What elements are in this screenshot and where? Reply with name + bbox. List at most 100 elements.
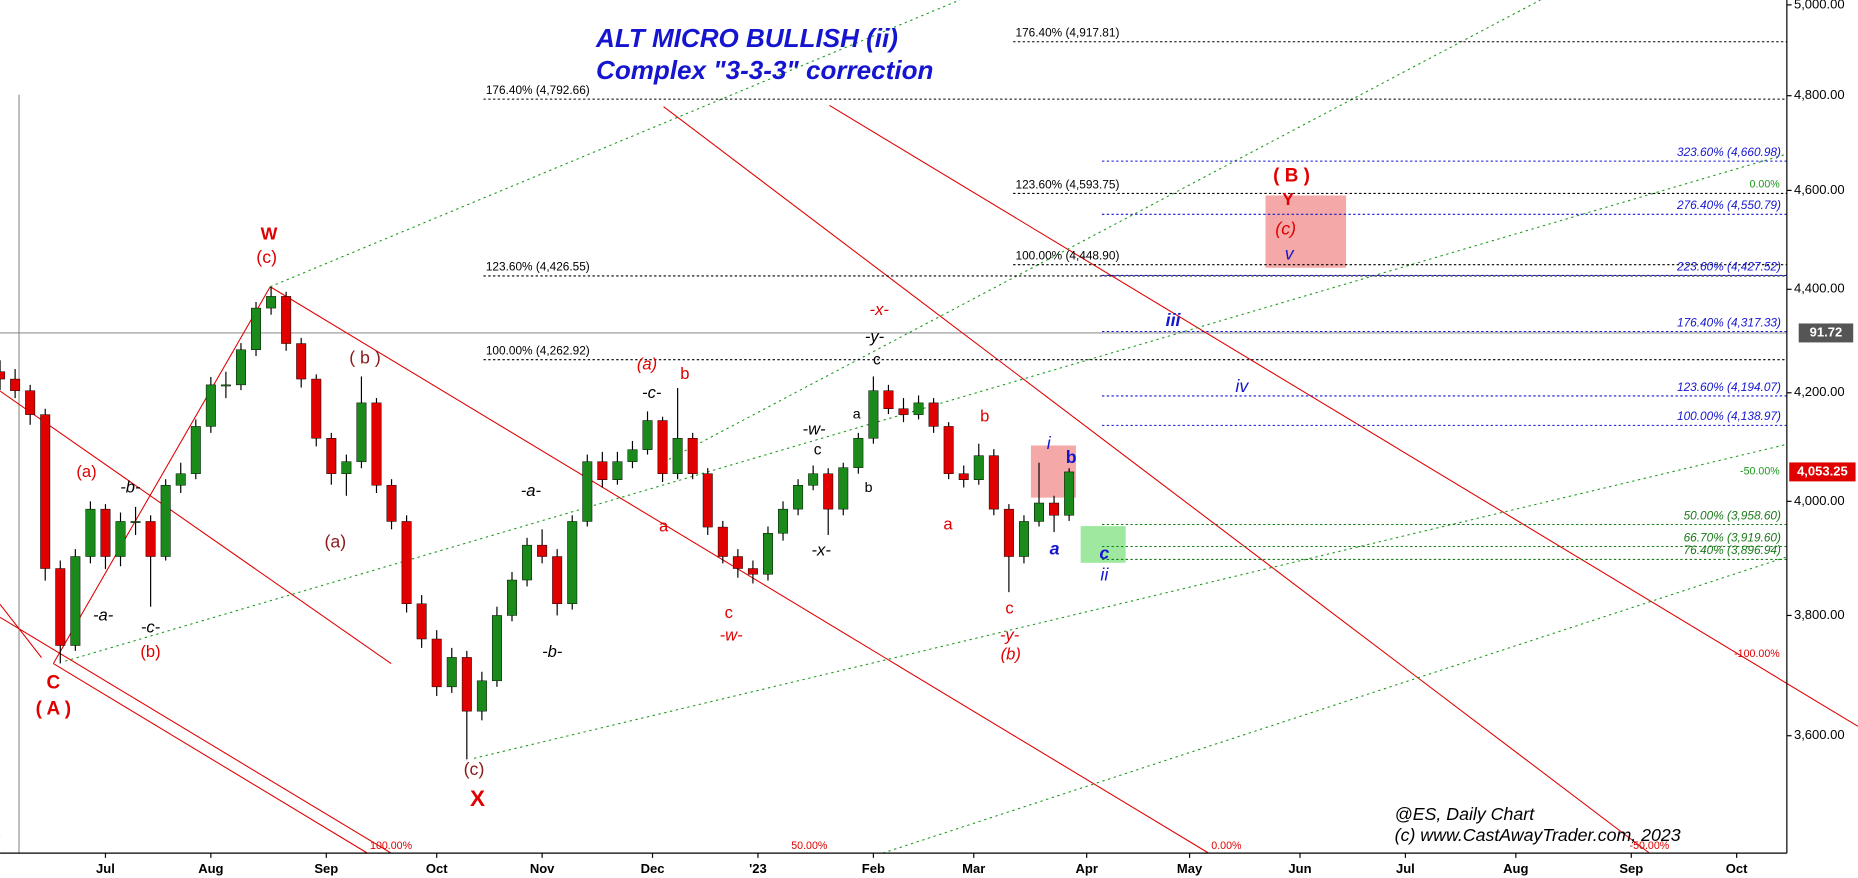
fib-label: 323.60% (4,660.98): [1677, 145, 1781, 159]
y-tick-label: 3,600.00: [1794, 727, 1845, 742]
wave-label: (b): [140, 642, 160, 661]
candle-body: [491, 615, 502, 682]
candle-body: [85, 508, 96, 557]
channel-line: [269, 0, 961, 288]
x-tick-label: Jul: [96, 861, 115, 876]
candle-body: [537, 544, 548, 557]
candle-body: [808, 473, 819, 486]
x-tick-label: Sep: [314, 861, 338, 876]
wave-label: -a-: [93, 606, 114, 625]
candle-body: [326, 438, 337, 474]
candle-body: [672, 438, 683, 474]
last-price-label: 4,053.25: [1797, 463, 1848, 478]
candle-body: [281, 296, 292, 344]
channel-label: -50.00%: [1630, 840, 1670, 852]
candle-body: [1003, 508, 1014, 557]
wave-label: i: [1047, 433, 1052, 453]
candle-body: [25, 390, 36, 415]
candle-body: [220, 384, 231, 387]
candle-body: [928, 402, 939, 427]
channel-label: 100.00%: [370, 840, 413, 852]
x-tick-label: Jun: [1288, 861, 1311, 876]
fib-label: 123.60% (4,426.55): [486, 260, 590, 274]
wave-label: Y: [1282, 189, 1294, 209]
wave-label: a: [943, 514, 953, 533]
channel-line: [882, 556, 1788, 854]
wave-label: b: [680, 364, 689, 383]
candle-body: [838, 467, 849, 510]
fib-label: 123.60% (4,593.75): [1015, 177, 1119, 191]
candle-body: [973, 455, 984, 480]
channel-line: [53, 663, 368, 854]
candle-body: [10, 378, 21, 391]
last-price-box: [1789, 462, 1856, 482]
candle-body: [1049, 502, 1060, 516]
candle-body: [40, 414, 51, 569]
x-tick-label: Mar: [962, 861, 985, 876]
x-tick-label: Jul: [1396, 861, 1415, 876]
x-tick-label: Nov: [530, 861, 555, 876]
chart-title: ALT MICRO BULLISH (ii): [595, 23, 898, 53]
fib-label: 100.00% (4,262.92): [486, 344, 590, 358]
candle-body: [567, 521, 578, 605]
candle-body: [175, 473, 186, 486]
channel-label: 50.00%: [791, 840, 828, 852]
candle-body: [732, 556, 743, 569]
candle-body: [266, 296, 277, 309]
wave-label: (c): [464, 759, 485, 779]
y-tick-label: 5,000.00: [1794, 0, 1845, 11]
y-tick-label: 4,200.00: [1794, 384, 1845, 399]
candle-body: [205, 384, 216, 427]
candle-body: [868, 390, 879, 439]
plot: [0, 286, 1075, 760]
wave-label: -w-: [803, 419, 826, 438]
candle-body: [747, 568, 758, 575]
candle-body: [461, 657, 472, 712]
cursor-box: [1798, 323, 1854, 343]
wave-label: -a-: [521, 481, 542, 500]
candle-body: [958, 473, 969, 480]
wave-label: c: [725, 603, 733, 622]
cursor-label: 91.72: [1810, 324, 1843, 339]
wave-label: a: [659, 517, 669, 536]
y-tick-label: 4,800.00: [1794, 87, 1845, 102]
fib-label: 176.40% (4,317.33): [1677, 315, 1781, 329]
channel-label: -50.00%: [1740, 465, 1780, 477]
candle-body: [130, 521, 141, 523]
x-tick-label: May: [1177, 861, 1203, 876]
candle-body: [687, 438, 698, 474]
wave-label: b: [980, 406, 989, 425]
wave-label: b: [865, 480, 873, 496]
y-tick-label: 4,600.00: [1794, 182, 1845, 197]
x-tick-label: Dec: [641, 861, 665, 876]
candle-body: [0, 371, 6, 380]
x-tick-label: Apr: [1075, 861, 1097, 876]
fib-label: 100.00% (4,448.90): [1015, 249, 1119, 263]
candle-body: [883, 390, 894, 409]
wave-label: (a): [325, 531, 347, 551]
x-tick-label: Oct: [426, 861, 448, 876]
candle-body: [341, 461, 352, 474]
candle-body: [100, 508, 111, 557]
wave-label: C: [47, 673, 61, 694]
candle-body: [70, 556, 81, 646]
candle-body: [190, 426, 201, 474]
candle-body: [507, 579, 517, 616]
channel-line: [0, 616, 392, 854]
candle-body: [235, 349, 246, 386]
wave-label: iv: [1235, 376, 1249, 396]
candle-body: [898, 408, 909, 415]
candle-body: [356, 402, 367, 462]
candle-body: [988, 455, 999, 510]
channel-line: [269, 286, 1209, 854]
candle-body: [823, 473, 834, 510]
candle-body: [296, 343, 307, 380]
candle-body: [386, 485, 397, 522]
wave-label: a: [1050, 538, 1060, 558]
candle-body: [1064, 471, 1075, 516]
wave-label: ( B ): [1273, 166, 1310, 187]
fib-label: 223.60% (4,427.52): [1676, 259, 1781, 273]
wave-label: (a): [76, 462, 96, 481]
candle-body: [416, 603, 427, 640]
